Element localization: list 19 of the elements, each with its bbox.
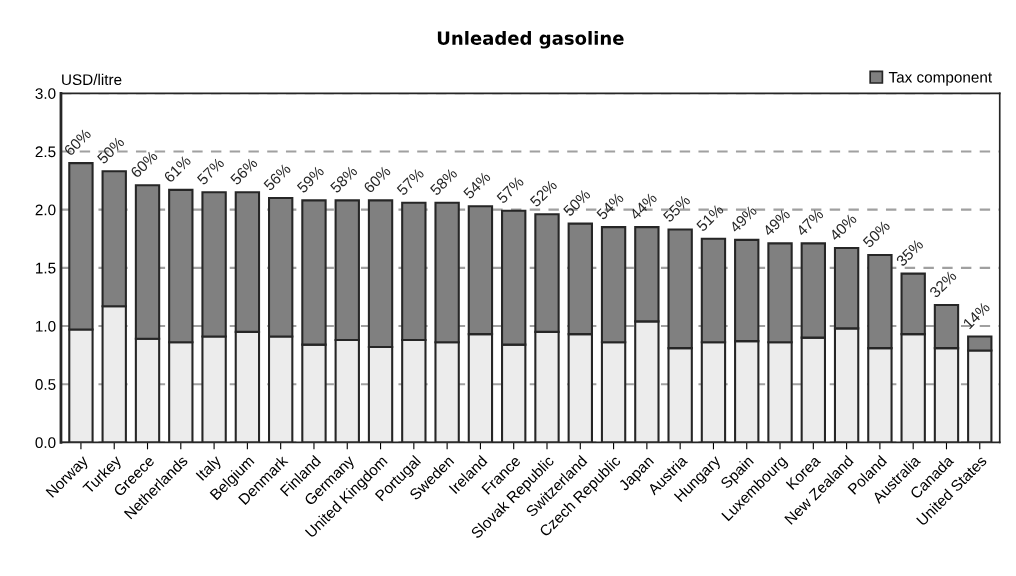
annotation: 32%	[928, 269, 958, 299]
legend-label: Tax component	[888, 71, 992, 86]
y-tick-label: 1.0	[36, 320, 56, 332]
annotation: 47%	[795, 208, 825, 237]
y-tick-label: 0.0	[35, 437, 56, 449]
y-tick-label: 2.0	[35, 204, 56, 216]
y-tick-label: 0.5	[35, 379, 56, 390]
annotation: 54%	[595, 191, 625, 221]
annotation: 60%	[63, 127, 92, 157]
annotation: 49%	[762, 208, 791, 237]
annotation: 60%	[362, 165, 392, 194]
y-tick-label: 1.5	[36, 262, 56, 274]
y-tick-label: 3.0	[35, 88, 56, 99]
annotation: 60%	[129, 150, 159, 179]
annotation: 44%	[629, 191, 658, 221]
chart-title: Unleaded gasoline	[437, 30, 624, 49]
y-axis-title: USD/litre	[62, 73, 122, 86]
y-tick-label: 2.5	[35, 146, 56, 158]
annotation: 40%	[828, 212, 858, 242]
